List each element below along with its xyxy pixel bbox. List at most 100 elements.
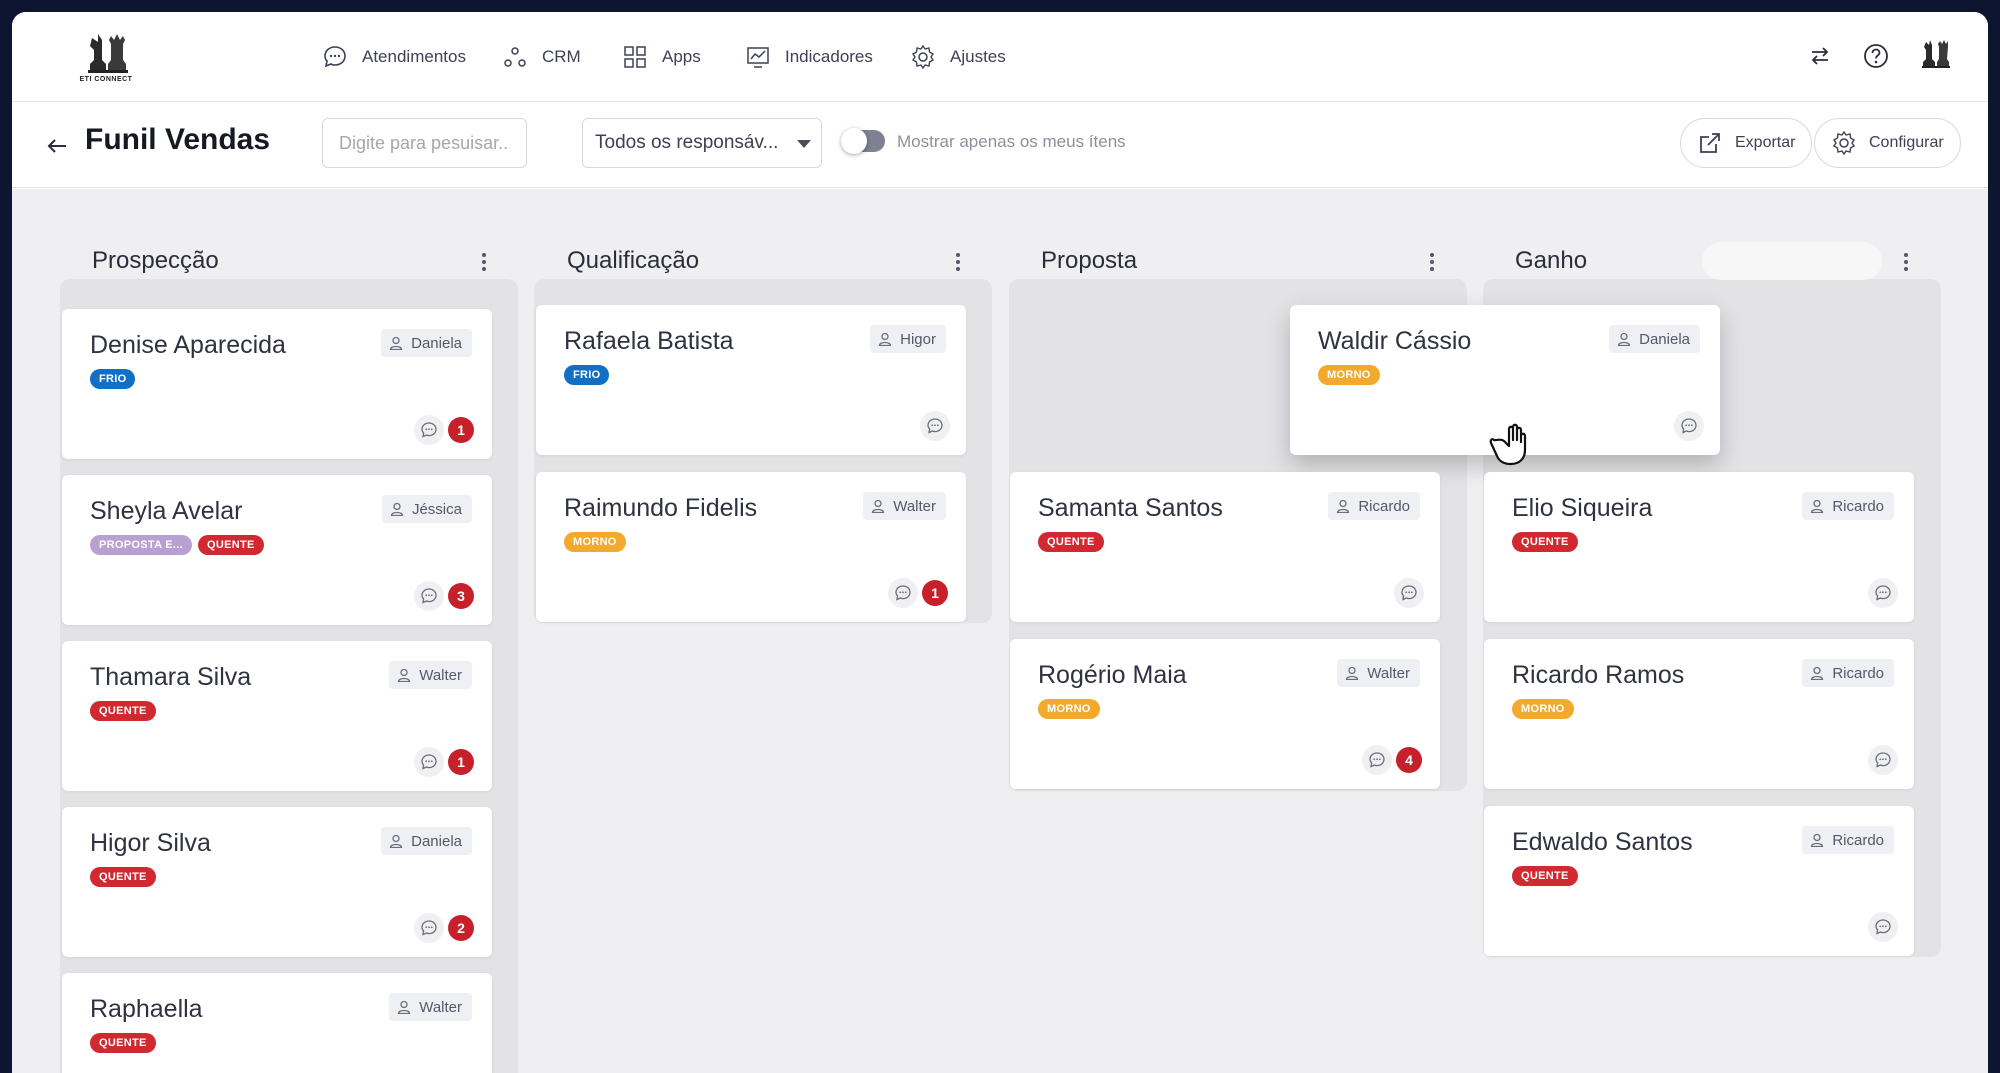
temperature-tag: MORNO [1038,699,1100,719]
column-title: Proposta [1041,247,1138,274]
app-window: ETI CONNECT Atendimentos CRM [12,12,1988,1073]
search-input[interactable] [322,118,527,168]
user-avatar[interactable] [1917,36,1953,72]
nav-crm-label: CRM [542,47,581,66]
chat-icon[interactable] [414,415,444,445]
assignee-chip[interactable]: Ricardo [1802,659,1894,687]
crm-network-icon [504,47,526,67]
tag-list: FRIO [90,369,136,389]
lead-card[interactable]: Sheyla Avelar Jéssica PROPOSTA E... QUENTE 3 [62,475,492,625]
column-menu-icon[interactable] [948,250,968,276]
user-icon [1811,833,1824,847]
column-menu-icon[interactable] [1896,250,1916,276]
temperature-tag: QUENTE [90,867,156,887]
chat-icon[interactable] [1394,578,1424,608]
unread-count-badge: 1 [448,417,474,443]
chart-icon [747,47,769,68]
tag-list: QUENTE [90,1033,156,1053]
tag-list: QUENTE [1038,532,1104,552]
lead-name: Denise Aparecida [90,331,286,359]
lead-name: Ricardo Ramos [1512,661,1685,689]
lead-card[interactable]: Raimundo Fidelis Walter MORNO 1 [536,472,966,622]
assignee-chip[interactable]: Walter [389,993,472,1021]
chat-icon[interactable] [414,913,444,943]
configure-button[interactable]: Configurar [1814,118,1961,168]
only-my-items-toggle[interactable] [841,128,885,154]
chat-bubble-icon [324,46,346,68]
chat-icon[interactable] [1868,578,1898,608]
responsible-filter-select[interactable]: Todos os responsáv... [582,118,822,168]
assignee-chip[interactable]: Walter [863,492,946,520]
assignee-chip[interactable]: Ricardo [1802,826,1894,854]
tag-list: FRIO [564,365,610,385]
tag-list: QUENTE [90,867,156,887]
assignee-name: Daniela [411,832,462,850]
lead-card[interactable]: Denise Aparecida Daniela FRIO 1 [62,309,492,459]
chess-knight-logo-icon [88,34,128,73]
column-menu-icon[interactable] [1422,250,1442,276]
assignee-chip[interactable]: Ricardo [1802,492,1894,520]
user-icon [878,332,892,346]
chat-icon[interactable] [1674,411,1704,441]
lead-card[interactable]: Edwaldo Santos Ricardo QUENTE [1484,806,1914,956]
temperature-tag: QUENTE [1038,532,1104,552]
lead-card[interactable]: Higor Silva Daniela QUENTE 2 [62,807,492,957]
brand-logo[interactable]: ETI CONNECT [72,30,140,98]
temperature-tag: QUENTE [1512,866,1578,886]
temperature-tag: QUENTE [1512,532,1578,552]
assignee-chip[interactable]: Higor [870,325,946,353]
lead-name: Samanta Santos [1038,494,1223,522]
temperature-tag: FRIO [564,365,610,385]
lead-name: Raimundo Fidelis [564,494,758,522]
nav-atendimentos[interactable]: Atendimentos [322,42,466,72]
column-header-proposta: Proposta [1041,243,1137,279]
lead-card[interactable]: Elio Siqueira Ricardo QUENTE [1484,472,1914,622]
tag-list: QUENTE [1512,866,1578,886]
assignee-chip[interactable]: Jéssica [381,495,472,523]
chat-icon[interactable] [920,411,950,441]
assignee-chip[interactable]: Daniela [1609,325,1700,353]
help-button[interactable] [1862,42,1890,70]
chat-icon[interactable] [414,747,444,777]
chat-icon[interactable] [888,578,918,608]
nav-apps[interactable]: Apps [622,42,701,72]
export-external-icon [1700,133,1720,153]
column-summary-placeholder [1702,242,1882,280]
assignee-chip[interactable]: Walter [389,661,472,689]
assignee-name: Jéssica [411,500,462,518]
temperature-tag: FRIO [90,369,136,389]
export-label: Exportar [1735,134,1796,151]
page-toolbar: Funil Vendas Todos os responsáv... Mostr… [12,103,1988,188]
assignee-chip[interactable]: Daniela [381,827,472,855]
nav-crm[interactable]: CRM [502,42,581,72]
lead-name: Rafaela Batista [564,327,734,355]
lead-name: Higor Silva [90,829,211,857]
back-arrow-icon[interactable] [44,133,70,159]
assignee-name: Ricardo [1358,497,1410,515]
lead-card[interactable]: Waldir Cássio Daniela MORNO [1290,305,1720,455]
tag-list: MORNO [564,532,626,552]
assignee-name: Walter [1367,664,1410,682]
chat-icon[interactable] [1868,912,1898,942]
temperature-tag: QUENTE [90,1033,156,1053]
assignee-chip[interactable]: Daniela [381,329,472,357]
chat-icon[interactable] [414,581,444,611]
assignee-name: Daniela [1639,330,1690,348]
assignee-name: Ricardo [1832,664,1884,682]
chat-icon[interactable] [1362,745,1392,775]
lead-card[interactable]: Thamara Silva Walter QUENTE 1 [62,641,492,791]
nav-indicadores[interactable]: Indicadores [745,42,873,72]
user-icon [1617,332,1631,346]
export-button[interactable]: Exportar [1680,118,1813,168]
lead-card[interactable]: Raphaella Walter QUENTE [62,973,492,1073]
nav-ajustes[interactable]: Ajustes [910,42,1006,72]
assignee-chip[interactable]: Walter [1337,659,1420,687]
lead-card[interactable]: Rogério Maia Walter MORNO 4 [1010,639,1440,789]
switch-account-button[interactable] [1806,42,1834,70]
chat-icon[interactable] [1868,745,1898,775]
lead-card[interactable]: Samanta Santos Ricardo QUENTE [1010,472,1440,622]
lead-card[interactable]: Ricardo Ramos Ricardo MORNO [1484,639,1914,789]
assignee-chip[interactable]: Ricardo [1328,492,1420,520]
lead-card[interactable]: Rafaela Batista Higor FRIO [536,305,966,455]
column-menu-icon[interactable] [474,250,494,276]
